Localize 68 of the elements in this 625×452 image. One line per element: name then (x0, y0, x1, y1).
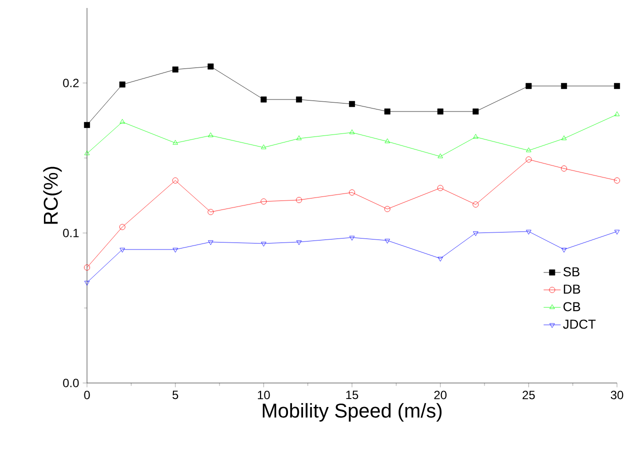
legend-label: JDCT (563, 320, 596, 329)
point (119, 81, 126, 88)
y-tick-label: 0.2 (63, 78, 79, 88)
legend-label: SB (563, 267, 580, 276)
x-tick-label: 20 (434, 390, 447, 400)
point (208, 63, 214, 70)
point (260, 198, 267, 204)
point (384, 238, 390, 244)
point (438, 154, 443, 158)
point (208, 132, 214, 138)
point (261, 144, 266, 150)
point (208, 240, 214, 245)
point (438, 256, 443, 262)
point (614, 111, 620, 116)
point (296, 96, 302, 102)
y-axis-title: RC(%) (43, 166, 62, 224)
x-tick-label: 0 (84, 390, 90, 400)
point (561, 136, 567, 140)
point (561, 82, 568, 89)
point (384, 138, 390, 144)
point (296, 197, 302, 203)
point (296, 136, 302, 140)
point (296, 240, 302, 245)
point (260, 96, 267, 102)
point (84, 150, 90, 156)
point (84, 122, 90, 128)
point (120, 248, 125, 252)
point (172, 178, 178, 184)
point (119, 224, 126, 230)
point (472, 108, 479, 114)
x-tick-label: 15 (346, 390, 358, 400)
x-axis-title: Mobility Speed (m/s) (262, 403, 442, 422)
legend-label: DB (564, 284, 580, 294)
point (473, 134, 478, 139)
point (84, 280, 90, 286)
point (261, 242, 266, 246)
point (172, 66, 178, 72)
point (120, 119, 125, 124)
x-tick-label: 5 (172, 390, 178, 400)
point (437, 108, 444, 114)
point (526, 230, 532, 234)
point (172, 140, 178, 145)
point (526, 148, 532, 152)
point (84, 264, 90, 270)
x-tick-label: 30 (610, 390, 624, 400)
point (208, 209, 214, 215)
point (561, 166, 568, 172)
point (384, 108, 390, 114)
y-tick-label: 0.1 (63, 228, 79, 238)
point (526, 82, 532, 89)
point (172, 248, 178, 252)
point (614, 230, 620, 234)
point (384, 206, 390, 212)
x-tick-label: 10 (258, 390, 270, 400)
point (349, 236, 355, 240)
point (437, 185, 444, 191)
point (614, 82, 620, 89)
legend-label: CB (563, 302, 580, 312)
point (349, 130, 355, 134)
point (473, 231, 478, 236)
y-tick-label: 0.0 (63, 378, 79, 388)
x-tick-label: 25 (522, 390, 535, 400)
point (526, 156, 532, 162)
point (472, 202, 479, 208)
point (614, 178, 620, 184)
point (561, 248, 567, 252)
point (349, 190, 356, 196)
point (349, 100, 356, 107)
